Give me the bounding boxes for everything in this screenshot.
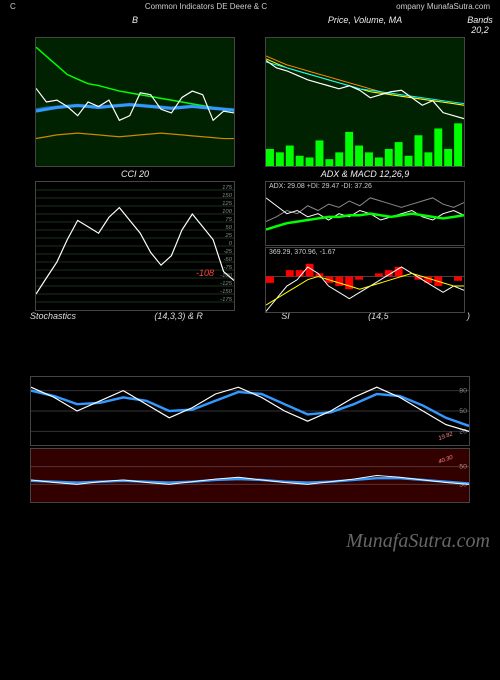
svg-text:75: 75	[225, 217, 232, 223]
sto-t1: Stochastics	[30, 311, 76, 321]
page-header: C Common Indicators DE Deere & C ompany …	[0, 0, 500, 13]
macd-chart: 369.29, 370.96, -1.67	[265, 247, 465, 312]
cci-last-label: -108	[196, 268, 214, 278]
bb-title: B	[35, 13, 235, 37]
stochastics-chart: 80502019.82	[30, 376, 470, 446]
svg-text:80: 80	[459, 388, 467, 395]
svg-text:-25: -25	[223, 249, 232, 255]
charts-grid: B Price, Volume, MA Bands 20,2 CCI 20 AD…	[0, 13, 500, 311]
adx-label: ADX: 29.08 +DI: 29.47 -DI: 37.26	[269, 183, 372, 190]
svg-text:175: 175	[222, 185, 233, 191]
price-volume-chart	[265, 37, 465, 167]
sto-panels: 80502019.82 503040.30	[0, 376, 500, 503]
vol-title: Price, Volume, MA	[265, 13, 465, 37]
svg-text:50: 50	[225, 225, 232, 231]
svg-text:-75: -75	[223, 265, 232, 271]
sto-t2: (14,3,3) & R	[154, 311, 203, 321]
cci-title: CCI 20	[35, 167, 235, 181]
adx-title: ADX & MACD 12,26,9	[265, 167, 465, 181]
adx-macd-stack: ADX: 29.08 +DI: 29.47 -DI: 37.26 369.29,…	[265, 181, 465, 311]
cci-chart: 1751501251007550250-25-50-75-100-125-150…	[35, 181, 235, 311]
sto-t5: )	[467, 311, 470, 321]
svg-text:150: 150	[222, 193, 233, 199]
svg-text:-150: -150	[220, 289, 233, 295]
hdr-left: Common Indicators DE Deere & C	[145, 2, 267, 11]
hdr-c: C	[10, 2, 16, 11]
bands-title: Bands 20,2	[465, 13, 495, 37]
bollinger-chart	[35, 37, 235, 167]
hdr-right: ompany MunafaSutra.com	[396, 2, 490, 11]
svg-text:50: 50	[459, 408, 467, 415]
rsi-chart: 503040.30	[30, 448, 470, 503]
svg-text:-175: -175	[220, 297, 233, 303]
watermark: MunafaSutra.com	[346, 530, 490, 553]
svg-text:-125: -125	[220, 281, 233, 287]
svg-text:50: 50	[459, 464, 467, 471]
macd-label: 369.29, 370.96, -1.67	[269, 249, 336, 256]
svg-text:-50: -50	[223, 257, 232, 263]
svg-text:125: 125	[222, 201, 233, 207]
svg-text:100: 100	[222, 209, 233, 215]
adx-chart: ADX: 29.08 +DI: 29.47 -DI: 37.26	[265, 181, 465, 246]
svg-text:25: 25	[224, 233, 232, 239]
